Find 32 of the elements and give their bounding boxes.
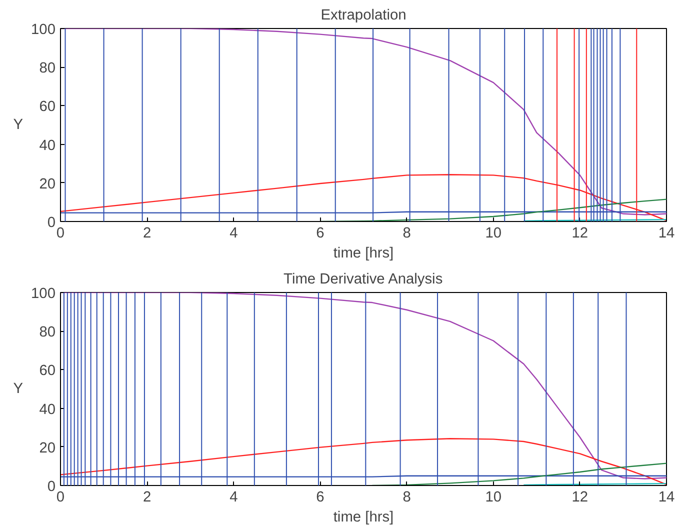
- chart-title: Time Derivative Analysis: [284, 272, 443, 288]
- x-tick-label: 14: [658, 226, 675, 242]
- x-tick-label: 10: [485, 226, 502, 242]
- y-axis-title: Y: [13, 381, 24, 397]
- y-tick-label: 20: [39, 176, 56, 192]
- y-tick-label: 60: [39, 99, 56, 116]
- x-tick-label: 4: [230, 490, 238, 506]
- x-tick-label: 2: [142, 490, 152, 506]
- x-tick-label: 8: [402, 226, 411, 242]
- y-tick-label: 20: [39, 440, 56, 456]
- x-tick-label: 6: [316, 490, 324, 506]
- y-axis-title: Y: [13, 117, 24, 133]
- y-tick-label: 0: [47, 479, 56, 495]
- chart-title: Extrapolation: [320, 8, 406, 24]
- y-tick-label: 80: [39, 60, 56, 77]
- x-tick-label: 4: [230, 226, 238, 242]
- x-tick-label: 6: [316, 226, 324, 242]
- y-tick-label: 40: [39, 138, 56, 154]
- x-tick-label: 8: [402, 490, 411, 506]
- x-tick-label: 10: [485, 490, 502, 506]
- y-tick-label: 40: [39, 402, 56, 418]
- x-axis-title: time [hrs]: [333, 510, 394, 526]
- x-tick-label: 14: [658, 490, 675, 506]
- y-tick-label: 100: [31, 286, 56, 302]
- y-tick-label: 60: [39, 363, 56, 380]
- y-tick-label: 0: [47, 215, 56, 231]
- x-tick-label: 2: [142, 226, 152, 242]
- x-tick-label: 12: [572, 226, 588, 242]
- x-tick-label: 12: [572, 490, 588, 506]
- y-tick-label: 80: [39, 324, 56, 341]
- x-axis-title: time [hrs]: [333, 246, 394, 262]
- y-tick-label: 100: [31, 22, 56, 38]
